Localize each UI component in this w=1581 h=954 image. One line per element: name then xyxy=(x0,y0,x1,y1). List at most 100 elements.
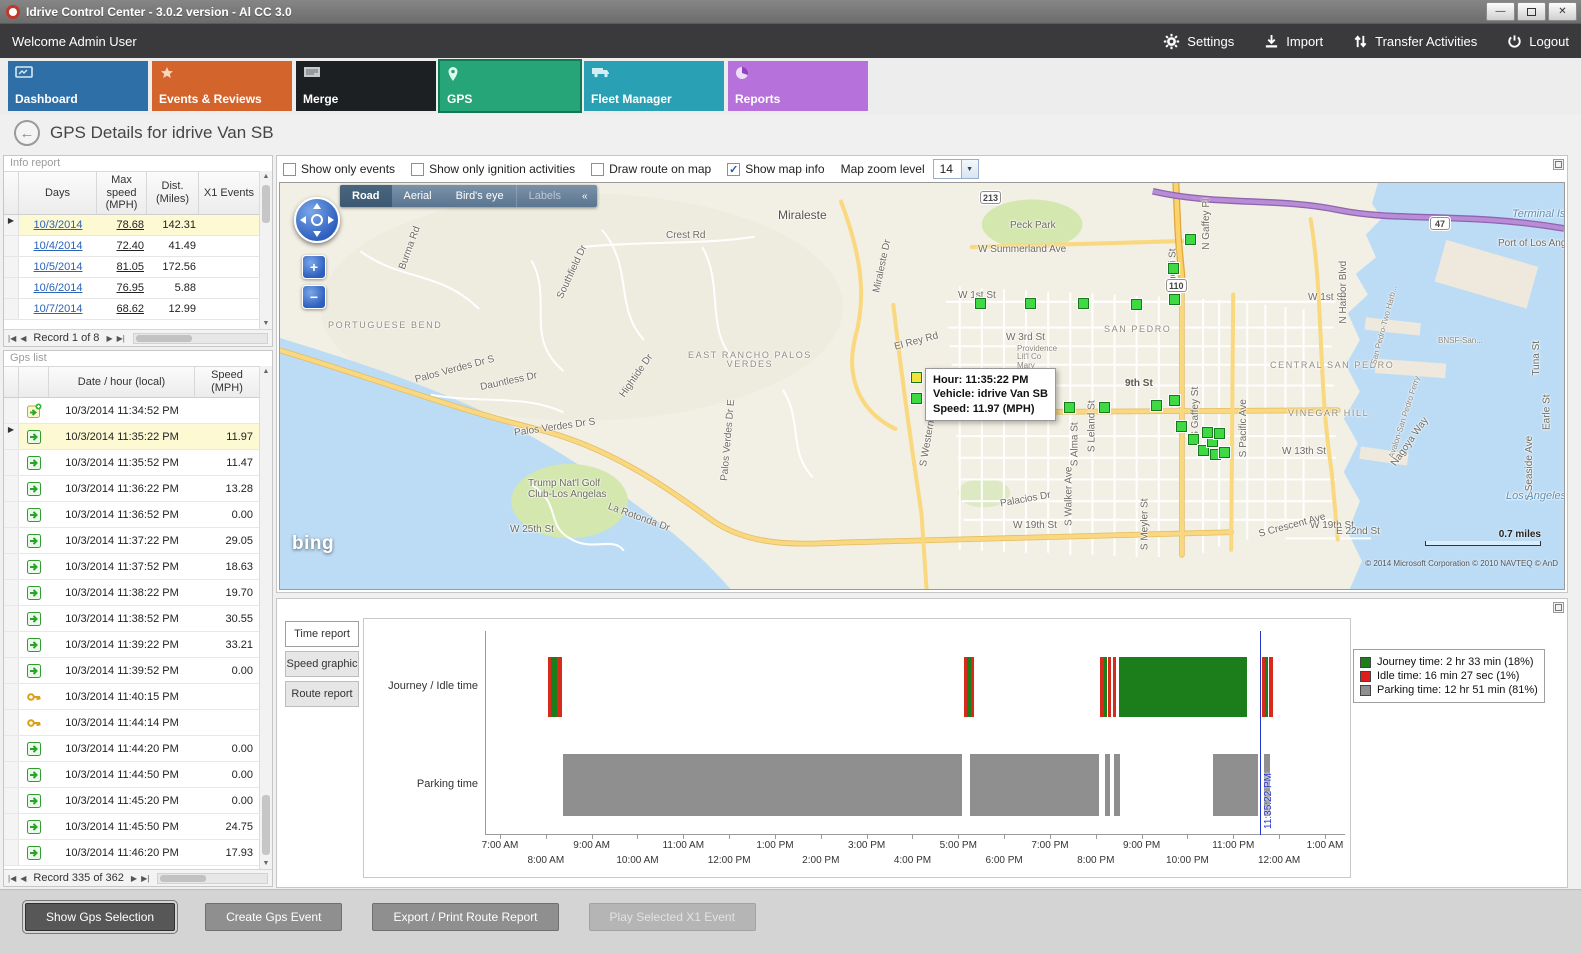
topbar-transfer-button[interactable]: Transfer Activities xyxy=(1353,34,1477,49)
next-record-button[interactable]: ▶ xyxy=(130,873,138,883)
max-speed-link[interactable]: 68.62 xyxy=(116,303,144,315)
table-row[interactable]: 10/6/2014 76.95 5.88 xyxy=(4,278,259,299)
column-header-max-speed[interactable]: Max speed (MPH) xyxy=(97,172,147,214)
prev-record-button[interactable]: ◀ xyxy=(20,333,27,343)
table-row[interactable]: 10/3/2014 11:39:52 PM 0.00 xyxy=(4,658,259,684)
days-link[interactable]: 10/5/2014 xyxy=(33,261,83,273)
scroll-down-icon[interactable]: ▼ xyxy=(262,320,270,327)
scroll-up-icon[interactable]: ▲ xyxy=(262,173,270,180)
map-view-tab-road[interactable]: Road xyxy=(340,185,392,207)
table-row[interactable]: 10/3/2014 11:36:22 PM 13.28 xyxy=(4,476,259,502)
map-option-show-map-info[interactable]: ✓ Show map info xyxy=(727,162,825,176)
map-view-tab-aerial[interactable]: Aerial xyxy=(403,190,432,202)
pan-south-icon[interactable] xyxy=(313,231,321,237)
table-row[interactable]: 10/3/2014 11:45:50 PM 24.75 xyxy=(4,814,259,840)
map-marker[interactable] xyxy=(1150,399,1163,412)
map-marker[interactable] xyxy=(1187,433,1200,446)
map-option-draw-route-on-map[interactable]: Draw route on map xyxy=(591,162,711,176)
map-marker[interactable] xyxy=(1098,401,1111,414)
map-marker[interactable] xyxy=(974,297,987,310)
table-row[interactable]: 10/7/2014 68.62 12.99 xyxy=(4,299,259,320)
map-compass-control[interactable] xyxy=(294,197,340,243)
table-row[interactable]: 10/3/2014 11:44:14 PM xyxy=(4,710,259,736)
module-tab-reports[interactable]: Reports xyxy=(728,61,868,111)
table-row[interactable]: 10/3/2014 11:34:52 PM xyxy=(4,398,259,424)
scroll-up-icon[interactable]: ▲ xyxy=(262,368,270,375)
table-row[interactable]: 10/3/2014 11:35:52 PM 11.47 xyxy=(4,450,259,476)
map-marker[interactable] xyxy=(1168,293,1181,306)
button-create-gps-event[interactable]: Create Gps Event xyxy=(205,903,343,931)
collapse-panel-button[interactable] xyxy=(1553,159,1564,170)
map-view-tab-bird-s-eye[interactable]: Bird's eye xyxy=(455,190,504,202)
title-bar[interactable]: Idrive Control Center - 3.0.2 version - … xyxy=(0,0,1581,24)
minimize-button[interactable]: — xyxy=(1486,2,1515,21)
topbar-import-button[interactable]: Import xyxy=(1264,34,1323,49)
table-row[interactable]: 10/3/2014 11:46:20 PM 17.93 xyxy=(4,840,259,866)
tab-time-report[interactable]: Time report xyxy=(285,621,359,647)
topbar-settings-button[interactable]: Settings xyxy=(1163,33,1234,50)
table-row[interactable]: ▶ 10/3/2014 11:35:22 PM 11.97 xyxy=(4,424,259,450)
max-speed-link[interactable]: 78.68 xyxy=(116,219,144,231)
days-link[interactable]: 10/6/2014 xyxy=(33,282,83,294)
days-link[interactable]: 10/4/2014 xyxy=(33,240,83,252)
table-row[interactable]: 10/3/2014 11:37:22 PM 29.05 xyxy=(4,528,259,554)
module-tab-fleet-manager[interactable]: Fleet Manager xyxy=(584,61,724,111)
checkbox[interactable] xyxy=(283,162,296,176)
map-marker[interactable] xyxy=(1024,297,1037,310)
map-marker[interactable] xyxy=(910,371,923,384)
map-marker[interactable] xyxy=(1168,394,1181,407)
table-row[interactable]: 10/3/2014 11:40:15 PM xyxy=(4,684,259,710)
zoom-out-button[interactable]: − xyxy=(302,285,326,309)
column-header-dist[interactable]: Dist. (Miles) xyxy=(147,172,199,214)
vertical-scrollbar[interactable]: ▲ ▼ xyxy=(259,366,272,869)
tab-speed-graphic[interactable]: Speed graphic xyxy=(285,651,359,677)
max-speed-link[interactable]: 76.95 xyxy=(116,282,144,294)
collapse-panel-button[interactable] xyxy=(1553,602,1564,613)
scroll-thumb[interactable] xyxy=(262,795,270,855)
table-row[interactable]: 10/3/2014 11:38:22 PM 19.70 xyxy=(4,580,259,606)
module-tab-merge[interactable]: Merge xyxy=(296,61,436,111)
horizontal-scrollbar[interactable] xyxy=(132,332,268,344)
days-link[interactable]: 10/7/2014 xyxy=(33,303,83,315)
scroll-thumb[interactable] xyxy=(160,874,206,882)
table-row[interactable]: 10/3/2014 11:36:52 PM 0.00 xyxy=(4,502,259,528)
map-marker[interactable] xyxy=(1130,298,1143,311)
table-row[interactable]: ▶ 10/3/2014 78.68 142.31 xyxy=(4,215,259,236)
map-option-show-only-events[interactable]: Show only events xyxy=(283,162,395,176)
vertical-scrollbar[interactable]: ▲ ▼ xyxy=(259,171,272,329)
table-row[interactable]: 10/3/2014 11:44:50 PM 0.00 xyxy=(4,762,259,788)
module-tab-events-reviews[interactable]: Events & Reviews xyxy=(152,61,292,111)
zoom-in-button[interactable]: + xyxy=(302,255,326,279)
topbar-logout-button[interactable]: Logout xyxy=(1507,34,1569,49)
map-option-show-only-ignition-activities[interactable]: Show only ignition activities xyxy=(411,162,575,176)
pan-east-icon[interactable] xyxy=(328,216,334,224)
collapse-map-menu-button[interactable]: « xyxy=(582,190,588,202)
back-button[interactable]: ← xyxy=(14,120,40,146)
last-record-button[interactable]: ▶| xyxy=(116,333,125,343)
next-record-button[interactable]: ▶ xyxy=(106,333,113,343)
map-marker[interactable] xyxy=(910,392,923,405)
first-record-button[interactable]: |◀ xyxy=(8,873,17,883)
button-show-gps-selection[interactable]: Show Gps Selection xyxy=(21,900,179,934)
map-marker[interactable] xyxy=(1197,444,1210,457)
column-header-date-hour[interactable]: Date / hour (local) xyxy=(49,367,195,397)
maximize-button[interactable] xyxy=(1517,2,1546,21)
map-marker[interactable] xyxy=(1063,401,1076,414)
scroll-thumb[interactable] xyxy=(135,334,192,342)
map-canvas[interactable] xyxy=(280,183,1564,589)
horizontal-scrollbar[interactable] xyxy=(157,872,268,884)
module-tab-dashboard[interactable]: Dashboard xyxy=(8,61,148,111)
map-marker[interactable] xyxy=(1201,426,1214,439)
prev-record-button[interactable]: ◀ xyxy=(20,873,27,883)
map-marker[interactable] xyxy=(1077,297,1090,310)
scroll-thumb[interactable] xyxy=(262,185,270,223)
last-record-button[interactable]: ▶| xyxy=(141,873,150,883)
table-row[interactable]: 10/3/2014 11:37:52 PM 18.63 xyxy=(4,554,259,580)
map-marker[interactable] xyxy=(1184,233,1197,246)
tab-route-report[interactable]: Route report xyxy=(285,681,359,707)
map-marker[interactable] xyxy=(1218,446,1231,459)
map-zoom-select[interactable]: 14 ▼ xyxy=(932,159,979,179)
module-tab-gps[interactable]: GPS xyxy=(438,59,582,113)
scroll-down-icon[interactable]: ▼ xyxy=(262,860,270,867)
checkbox[interactable] xyxy=(411,162,425,176)
